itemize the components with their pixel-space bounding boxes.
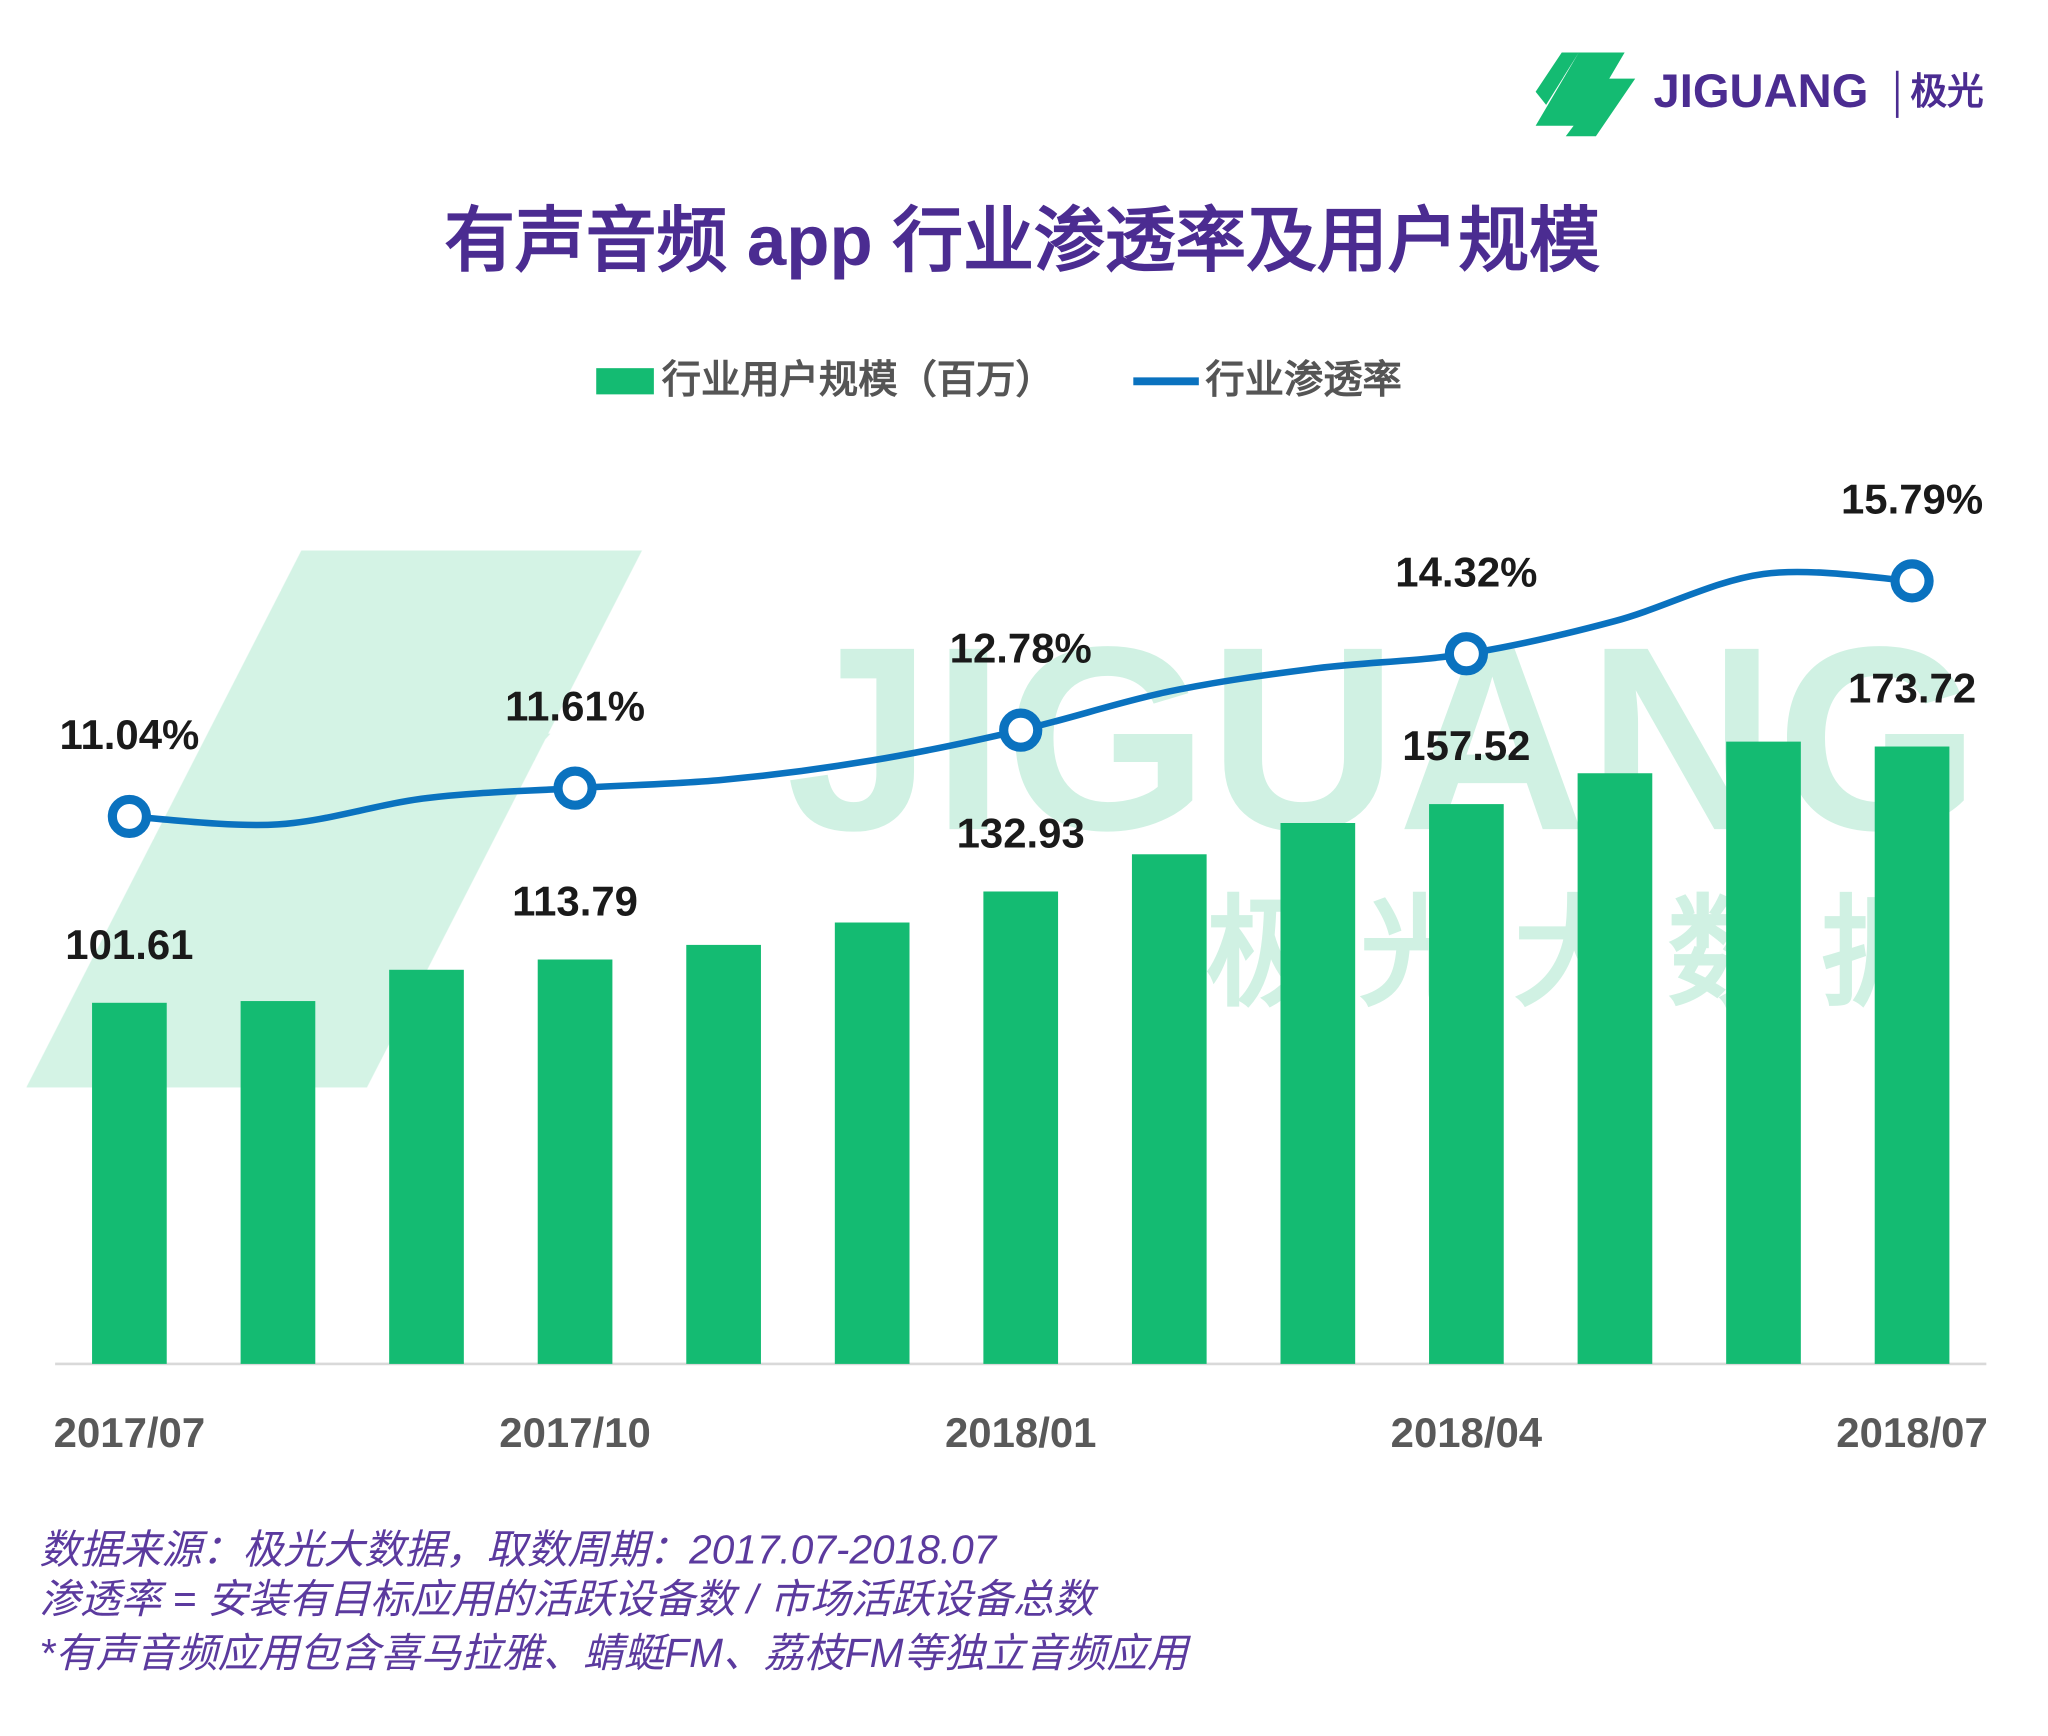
footnote: 数据来源：极光大数据，取数周期：2017.07-2018.07 [39,1526,997,1572]
x-tick-label: 2018/07 [1836,1409,1987,1456]
bar [1131,854,1207,1364]
logo-name: JIGUANG [1654,64,1869,117]
data-label: 101.61 [65,921,193,968]
line-marker [107,794,152,839]
legend-swatch [596,368,654,395]
data-label: 11.04% [59,711,199,758]
x-tick-label: 2018/01 [945,1409,1096,1456]
bar [537,959,613,1364]
logo-icon [1535,52,1636,137]
data-label: 113.79 [512,878,638,925]
data-label: 15.79% [1841,475,1983,522]
data-label: 157.52 [1402,722,1530,769]
footnote: 渗透率 = 安装有目标应用的活跃设备数 / 市场活跃设备总数 [39,1576,1099,1622]
bar [389,969,464,1364]
line-marker [999,708,1043,752]
data-label: 11.61% [505,683,645,730]
data-label: 14.32% [1395,548,1537,595]
footnote: *有声音频应用包含喜马拉雅、蜻蜓FM、荔枝FM等独立音频应用 [39,1630,1191,1676]
x-tick-label: 2017/10 [499,1409,650,1456]
x-tick-label: 2018/04 [1391,1409,1543,1456]
bar [983,891,1059,1364]
data-label: 132.93 [957,810,1085,857]
line-marker [1890,559,1934,603]
bar [1577,773,1653,1364]
bar [686,944,761,1364]
legend-label: 行业用户规模（百万） [662,358,1055,402]
data-label: 12.78% [950,625,1092,672]
bar [240,1001,316,1364]
bar [1874,746,1950,1364]
legend: 行业用户规模（百万） 行业渗透率 [596,358,1402,402]
x-tick-label: 2017/07 [54,1409,205,1456]
line-marker [1444,632,1489,676]
bar [1280,823,1356,1364]
bar [834,922,910,1364]
line-marker [553,766,597,810]
bar [92,1002,167,1364]
bar [1726,741,1801,1364]
chart-title: 有声音频 app 行业渗透率及用户规模 [444,201,1600,280]
bar [1429,804,1504,1364]
data-label: 173.72 [1848,665,1976,712]
logo-cn: 极光 [1910,71,1983,112]
legend-label: 行业渗透率 [1205,358,1401,402]
logo: JIGUANG 极光 [1535,52,1984,137]
